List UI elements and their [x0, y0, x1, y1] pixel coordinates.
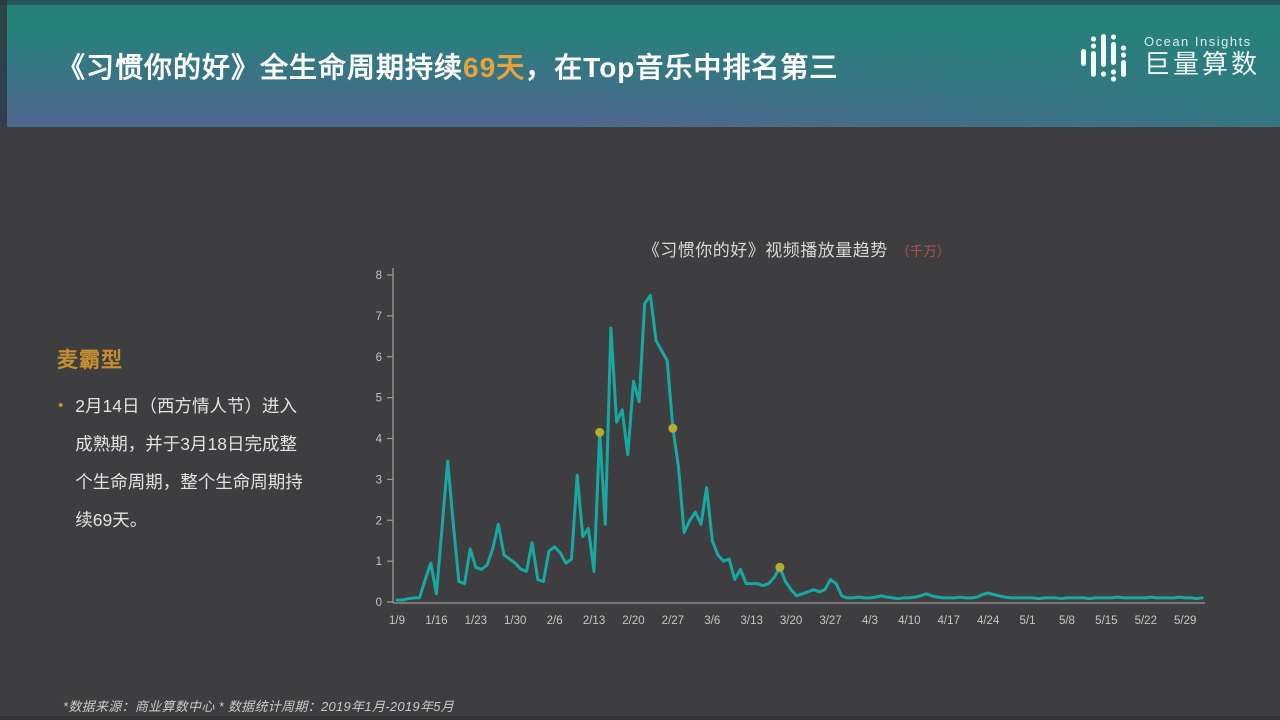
x-tick-label: 3/6	[704, 615, 720, 627]
x-tick-label: 2/6	[547, 615, 563, 627]
category-heading: 麦霸型	[57, 349, 123, 372]
bullet-text: 2月14日（西方情人节）进入成熟期，并于3月18日完成整个生命周期，整个生命周期…	[75, 396, 303, 530]
left-edge-strip	[0, 0, 7, 127]
x-tick-label: 1/16	[425, 615, 447, 627]
y-tick-label: 3	[376, 474, 382, 486]
x-tick-label: 4/17	[938, 615, 960, 627]
milestone-marker	[595, 427, 605, 437]
chart-title: 《习惯你的好》视频播放量趋势 （千万）	[393, 236, 1200, 261]
x-tick-label: 1/30	[504, 615, 526, 627]
brand-name-en: Ocean Insights	[1143, 33, 1252, 49]
page-title-suffix: ，在Top音乐中排名第三	[525, 52, 839, 83]
y-tick-label: 6	[376, 352, 382, 364]
x-tick-label: 3/13	[740, 615, 762, 627]
page-title-prefix: 《习惯你的好》全生命周期持续	[57, 52, 464, 83]
chart-title-text: 《习惯你的好》视频播放量趋势	[642, 241, 888, 260]
x-tick-label: 5/8	[1059, 615, 1075, 627]
y-tick-label: 0	[376, 597, 382, 609]
y-tick-label: 1	[376, 556, 382, 568]
x-tick-label: 3/20	[780, 615, 802, 627]
x-tick-label: 1/9	[389, 615, 405, 627]
series-line	[395, 293, 1204, 602]
y-tick-label: 7	[376, 311, 382, 323]
y-tick-label: 8	[376, 270, 382, 282]
x-tick-label: 5/1	[1020, 615, 1036, 627]
x-tick-label: 4/24	[977, 615, 1000, 627]
x-tick-label: 5/15	[1095, 615, 1117, 627]
x-tick-label: 2/20	[622, 615, 644, 627]
brand-logo: Ocean Insights 巨量算数	[1079, 29, 1260, 85]
page-title: 《习惯你的好》全生命周期持续69天，在Top音乐中排名第三	[57, 46, 838, 86]
y-tick-label: 5	[376, 393, 382, 405]
brand-name-cn: 巨量算数	[1143, 48, 1260, 79]
equalizer-bars-icon	[1079, 29, 1131, 85]
x-tick-label: 5/22	[1135, 615, 1157, 627]
chart-svg: 0 1 2 3 4 5 6 7 8 1/9 1/16 1/23 1/30 2/6 2/13 2/20 2/27 3…	[376, 268, 1205, 627]
y-tick-label: 2	[376, 515, 382, 527]
x-tick-label: 3/27	[819, 615, 841, 627]
top-edge-strip	[0, 0, 1280, 5]
x-tick-label: 2/13	[583, 615, 605, 627]
x-tick-label: 1/23	[465, 615, 487, 627]
chart-unit-label: （千万）	[896, 244, 951, 259]
page-title-highlight: 69天	[463, 52, 526, 83]
footer-source-note: *数据来源：商业算数中心 * 数据统计周期：2019年1月-2019年5月	[63, 699, 455, 714]
x-tick-label: 5/29	[1174, 615, 1196, 627]
x-tick-label: 4/10	[898, 615, 920, 627]
y-tick-label: 4	[376, 434, 383, 446]
bullet-item: • 2月14日（西方情人节）进入成熟期，并于3月18日完成整个生命周期，整个生命…	[58, 387, 326, 539]
line-chart: 0 1 2 3 4 5 6 7 8 1/9 1/16 1/23 1/30 2/6 2/13 2/20 2/27 3…	[360, 260, 1220, 632]
milestone-marker	[668, 423, 678, 433]
slide-header: 《习惯你的好》全生命周期持续69天，在Top音乐中排名第三 Ocean In	[0, 5, 1280, 127]
milestone-marker	[775, 562, 785, 572]
bullet-dot-icon: •	[58, 397, 64, 414]
x-tick-label: 2/27	[662, 615, 684, 627]
x-tick-label: 4/3	[862, 615, 878, 627]
bottom-edge-strip	[0, 716, 1280, 720]
